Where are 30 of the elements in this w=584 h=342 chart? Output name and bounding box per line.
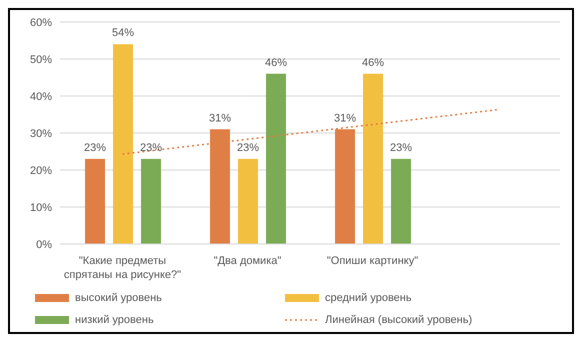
x-tick-label: "Опиши картинку" xyxy=(326,255,418,267)
data-label: 23% xyxy=(84,142,106,154)
data-label: 23% xyxy=(390,142,412,154)
y-tick-label: 40% xyxy=(30,90,52,103)
legend-label: низкий уровень xyxy=(75,314,154,326)
y-tick-label: 60% xyxy=(30,16,52,29)
y-tick-label: 30% xyxy=(30,128,52,140)
bar xyxy=(85,158,105,244)
x-tick-label: "Какие предметы спрятаны на рисунке?" xyxy=(64,255,182,281)
bar xyxy=(238,158,258,244)
data-label: 31% xyxy=(208,112,232,124)
legend-label: средний уровень xyxy=(325,292,412,304)
data-label: 23% xyxy=(140,142,162,154)
y-tick-label: 20% xyxy=(30,164,52,177)
legend-label: Линейная (высокий уровень) xyxy=(325,314,472,326)
bar xyxy=(391,158,411,244)
data-label: 31% xyxy=(334,112,356,124)
data-label: 23% xyxy=(236,142,260,154)
bar xyxy=(266,74,286,244)
y-tick-label: 10% xyxy=(30,202,52,214)
x-tick-label: "Два домика" xyxy=(214,255,282,267)
bar xyxy=(113,44,133,244)
y-tick-label: 50% xyxy=(30,54,52,66)
data-label: 46% xyxy=(264,56,288,69)
data-label: 46% xyxy=(362,56,384,69)
y-tick-label: 0% xyxy=(36,238,52,251)
bar xyxy=(363,74,383,244)
bar xyxy=(141,158,161,244)
data-label: 54% xyxy=(112,27,134,40)
legend-label: высокий уровень xyxy=(75,292,162,304)
